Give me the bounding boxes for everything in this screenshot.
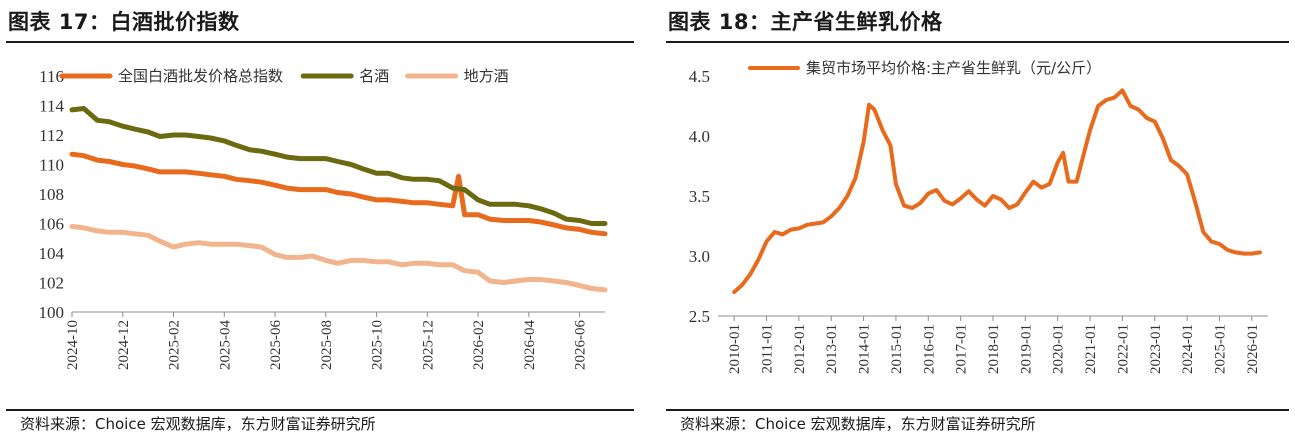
series-line-2 — [69, 224, 608, 293]
x-tick-label: 2024-01 — [1180, 324, 1196, 374]
x-tick-label: 2025-02 — [167, 320, 183, 370]
legend-label: 集贸市场平均价格:主产省生鲜乳（元/公斤） — [806, 59, 1101, 77]
source-rule — [6, 409, 634, 411]
chart-panel-raw-milk: 图表 18：主产省生鲜乳价格 2010-01 2011-01 2012-01 2013… — [660, 0, 1295, 440]
legend-label: 全国白酒批发价格总指数 — [118, 67, 283, 85]
y-tick-label: 112 — [39, 126, 64, 145]
y-tick-label: 3.5 — [689, 187, 710, 206]
x-tick-label: 2012-01 — [792, 324, 808, 374]
y-tick-label: 116 — [39, 67, 64, 86]
x-tick-label: 2020-01 — [1051, 324, 1067, 374]
x-tick-label: 2010-01 — [727, 324, 743, 374]
title-rule — [6, 41, 634, 43]
y-tick-label: 104 — [39, 244, 65, 263]
x-tick-label: 2014-01 — [857, 324, 873, 374]
series-line-0 — [69, 151, 608, 237]
title-rule — [666, 41, 1289, 43]
series-line-1 — [69, 106, 608, 226]
figure-title: 图表 17：白酒批价指数 — [8, 10, 240, 34]
x-tick-label: 2026-04 — [522, 320, 538, 370]
x-tick-label: 2022-01 — [1115, 324, 1131, 374]
x-tick-label: 2011-01 — [760, 324, 776, 373]
y-tick-label: 106 — [39, 215, 65, 234]
y-tick-label: 3.0 — [689, 247, 710, 266]
y-tick-label: 2.5 — [689, 307, 710, 326]
x-tick-label: 2017-01 — [954, 324, 970, 374]
x-tick-label: 2023-01 — [1148, 324, 1164, 374]
liquor-price-index-chart: 2024-10 2024-12 2025-02 2025-04 2025-06 2025-… — [39, 67, 608, 370]
y-tick-label: 102 — [39, 274, 65, 293]
x-tick-label: 2025-06 — [268, 320, 284, 370]
source-note: 资料来源：Choice 宏观数据库，东方财富证券研究所 — [20, 415, 376, 433]
x-tick-label: 2015-01 — [889, 324, 905, 374]
x-tick-label: 2026-06 — [573, 320, 589, 370]
figure-title: 图表 18：主产省生鲜乳价格 — [668, 10, 943, 34]
x-tick-label: 2025-08 — [319, 320, 335, 370]
x-tick-label: 2016-01 — [921, 324, 937, 374]
x-tick-label: 2025-01 — [1212, 324, 1228, 374]
source-rule — [666, 409, 1289, 411]
x-tick-label: 2026-01 — [1245, 324, 1261, 374]
y-tick-label: 4.5 — [689, 67, 710, 86]
chart-panel-wholesale-liquor: 图表 17：白酒批价指数 2024-10 2024-12 2025-02 2025-0… — [0, 0, 640, 440]
source-note: 资料来源：Choice 宏观数据库，东方财富证券研究所 — [680, 415, 1036, 433]
legend-label: 名酒 — [359, 67, 389, 85]
y-tick-label: 108 — [39, 185, 65, 204]
y-tick-label: 110 — [39, 156, 64, 175]
x-tick-label: 2024-10 — [65, 320, 81, 370]
x-tick-label: 2021-01 — [1083, 324, 1099, 374]
series-line-0 — [732, 88, 1262, 294]
x-tick-label: 2026-02 — [471, 320, 487, 370]
x-tick-label: 2024-12 — [116, 320, 132, 370]
y-tick-label: 100 — [39, 303, 65, 322]
x-tick-label: 2019-01 — [1018, 324, 1034, 374]
y-tick-label: 4.0 — [689, 127, 710, 146]
x-tick-label: 2013-01 — [824, 324, 840, 374]
raw-milk-price-chart: 2010-01 2011-01 2012-01 2013-01 2014-01 2015-… — [689, 59, 1268, 374]
x-tick-label: 2025-12 — [420, 320, 436, 370]
x-tick-label: 2018-01 — [986, 324, 1002, 374]
y-tick-label: 114 — [39, 97, 64, 116]
x-tick-label: 2025-04 — [217, 320, 233, 370]
x-tick-label: 2025-10 — [370, 320, 386, 370]
legend-label: 地方酒 — [464, 67, 509, 85]
